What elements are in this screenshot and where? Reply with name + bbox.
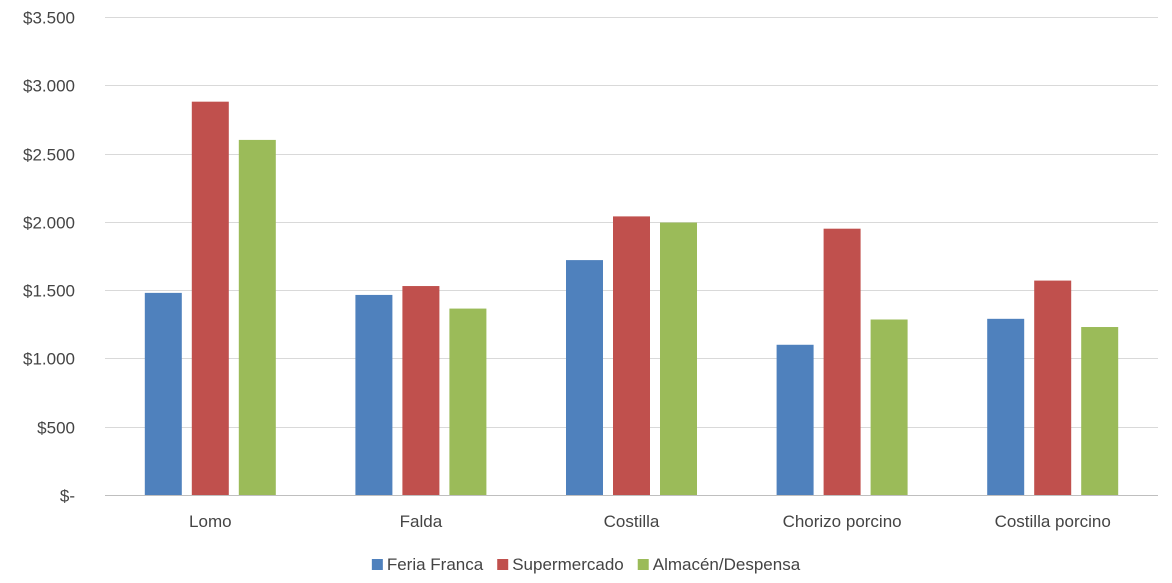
x-category-label: Chorizo porcino	[783, 512, 902, 531]
legend: Feria Franca Supermercado Almacén/Despensa	[371, 555, 801, 574]
legend-swatch	[371, 559, 383, 570]
y-tick-label: $1.000	[23, 350, 75, 369]
bar-feria-franca-2	[566, 260, 603, 495]
legend-label: Almacén/Despensa	[653, 555, 801, 574]
bar-almac-n-despensa-0	[238, 139, 276, 495]
bar-supermercado-3	[823, 228, 861, 495]
y-tick-label: $2.500	[23, 146, 75, 165]
legend-swatch	[637, 559, 649, 570]
y-tick-label: $-	[60, 487, 75, 506]
y-tick-label: $2.000	[23, 214, 75, 233]
bar-supermercado-1	[402, 286, 440, 495]
bar-supermercado-0	[191, 101, 229, 495]
legend-label: Supermercado	[512, 555, 624, 574]
bar-feria-franca-0	[144, 292, 182, 495]
x-category-label: Falda	[400, 512, 443, 531]
bar-almac-n-despensa-2	[660, 222, 697, 496]
bar-almac-n-despensa-4	[1081, 327, 1119, 495]
legend-label: Feria Franca	[387, 555, 484, 574]
bar-feria-franca-3	[776, 344, 814, 495]
bar-feria-franca-1	[355, 294, 393, 495]
bars	[144, 101, 1119, 496]
x-category-label: Costilla porcino	[995, 512, 1111, 531]
x-category-label: Lomo	[189, 512, 232, 531]
x-axis: Lomo Falda Costilla Chorizo porcino Costilla…	[189, 512, 1111, 531]
x-category-label: Costilla	[604, 512, 660, 531]
y-tick-label: $3.500	[23, 9, 75, 28]
y-tick-label: $500	[37, 419, 75, 438]
legend-swatch	[497, 559, 509, 570]
y-tick-label: $1.500	[23, 282, 75, 301]
bar-almac-n-despensa-1	[449, 308, 487, 495]
bar-almac-n-despensa-3	[870, 319, 908, 495]
bar-supermercado-4	[1034, 280, 1072, 495]
y-axis: $- $500 $1.000 $1.500 $2.000 $2.500 $3.000 $3.5…	[23, 9, 75, 506]
bar-feria-franca-4	[987, 318, 1025, 495]
y-tick-label: $3.000	[23, 77, 75, 96]
bar-supermercado-2	[613, 216, 650, 495]
